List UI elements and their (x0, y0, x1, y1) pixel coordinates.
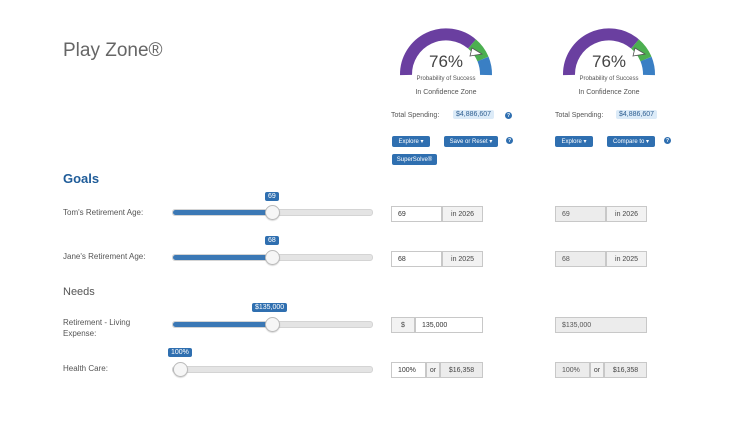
page-title: Play Zone® (63, 40, 163, 61)
compare-to-button[interactable]: Compare to ▾ (607, 136, 655, 147)
jane-compare-age: 68 (555, 251, 606, 267)
jane-slider-thumb[interactable] (265, 250, 280, 265)
living-expense-slider-thumb[interactable] (265, 317, 280, 332)
gauge-pointer-icon (632, 47, 647, 57)
tom-retirement-age-input[interactable]: 69 (391, 206, 442, 222)
health-care-label: Health Care: (63, 364, 108, 373)
jane-retirement-age-input[interactable]: 68 (391, 251, 442, 267)
supersolve-button[interactable]: SuperSolve® (392, 154, 437, 165)
living-expense-compare: $135,000 (555, 317, 647, 333)
health-care-slider-value: 100% (168, 348, 192, 357)
jane-slider-value: 68 (265, 236, 279, 245)
tom-slider-value: 69 (265, 192, 279, 201)
jane-retirement-year: in 2025 (442, 251, 483, 267)
health-care-compare-amount: $16,358 (604, 362, 647, 378)
jane-compare-year: in 2025 (606, 251, 647, 267)
total-spending-value-1: $4,886,607 (453, 110, 495, 119)
or-separator: or (590, 362, 604, 378)
tom-compare-age: 69 (555, 206, 606, 222)
living-expense-slider-value: $135,000 (252, 303, 288, 312)
living-expense-label-line2: Expense: (63, 329, 97, 338)
tom-retirement-age-label: Tom's Retirement Age: (63, 208, 144, 217)
health-care-slider[interactable] (172, 366, 373, 373)
total-spending-label-1: Total Spending: (391, 112, 440, 119)
success-gauge-2 (562, 28, 655, 76)
living-expense-label: Retirement - Living Expense: (63, 317, 130, 339)
success-label-1: Probability of Success (416, 76, 476, 82)
currency-symbol: $ (391, 317, 415, 333)
jane-retirement-age-label: Jane's Retirement Age: (63, 252, 146, 261)
living-expense-input[interactable]: 135,000 (415, 317, 483, 333)
success-label-2: Probability of Success (579, 76, 639, 82)
help-icon[interactable]: ? (505, 112, 512, 119)
tom-slider-thumb[interactable] (265, 205, 280, 220)
slider-fill (173, 322, 273, 327)
total-spending-label-2: Total Spending: (555, 112, 604, 119)
success-percent-2: 76% (591, 52, 627, 71)
help-icon[interactable]: ? (506, 137, 513, 144)
success-percent-1: 76% (428, 52, 464, 71)
health-care-compare-percent: 100% (555, 362, 590, 378)
living-expense-label-line1: Retirement - Living (63, 318, 131, 327)
health-care-amount[interactable]: $16,358 (440, 362, 483, 378)
explore-button-1[interactable]: Explore ▾ (392, 136, 430, 147)
save-or-reset-button[interactable]: Save or Reset ▾ (444, 136, 498, 147)
total-spending-value-2: $4,886,607 (616, 110, 658, 119)
tom-compare-year: in 2026 (606, 206, 647, 222)
health-care-slider-thumb[interactable] (173, 362, 188, 377)
goals-heading: Goals (63, 171, 100, 186)
tom-retirement-year: in 2026 (442, 206, 483, 222)
health-care-percent-input[interactable]: 100% (391, 362, 426, 378)
or-separator: or (426, 362, 440, 378)
explore-button-2[interactable]: Explore ▾ (555, 136, 593, 147)
slider-fill (173, 255, 273, 260)
help-icon[interactable]: ? (664, 137, 671, 144)
gauge-pointer-icon (469, 47, 484, 57)
confidence-zone-2: In Confidence Zone (578, 89, 640, 96)
confidence-zone-1: In Confidence Zone (415, 89, 477, 96)
needs-heading: Needs (63, 286, 95, 298)
slider-fill (173, 210, 273, 215)
success-gauge-1 (399, 28, 492, 76)
